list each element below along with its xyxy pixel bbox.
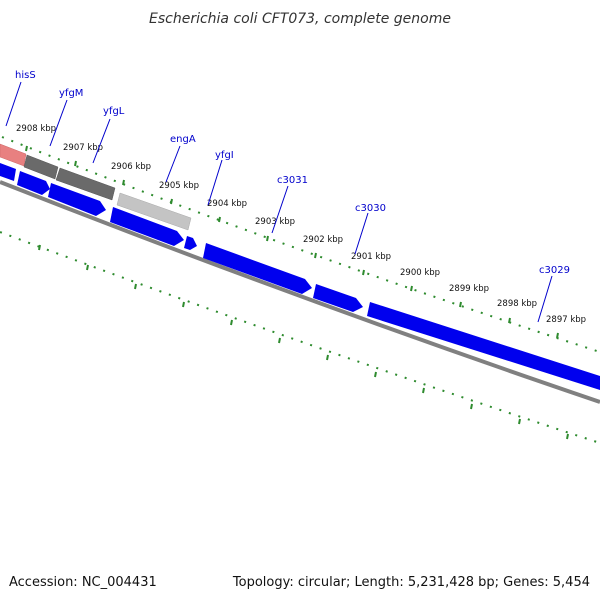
kbp-label: 2901 kbp	[351, 252, 391, 262]
kbp-labels: 2908 kbp 2907 kbp 2906 kbp 2905 kbp 2904…	[16, 124, 586, 325]
gene-arrow[interactable]	[0, 163, 16, 181]
gene-leader-line	[537, 275, 553, 323]
kbp-tick	[74, 160, 77, 167]
kbp-tick	[362, 269, 365, 276]
gene-arrow[interactable]	[184, 236, 197, 250]
kbp-label: 2904 kbp	[207, 199, 247, 209]
kbp-tick	[122, 179, 125, 186]
gene-label-texts: hisS yfgM yfgL engA yfgI c3031 c3030 c30…	[15, 70, 570, 276]
gene-labels	[5, 81, 553, 323]
kbp-tick	[556, 332, 559, 339]
kbp-tick	[25, 145, 28, 152]
rna-feature[interactable]	[0, 143, 27, 167]
gene-label-yfgL[interactable]: yfgL	[103, 106, 125, 117]
gene-label-yfgI[interactable]: yfgI	[215, 150, 234, 161]
gene-label-hisS[interactable]: hisS	[15, 70, 36, 81]
gene-leader-line	[5, 81, 22, 127]
gene-leader-line	[92, 118, 111, 164]
gene-leader-line	[165, 145, 181, 183]
kbp-label: 2897 kbp	[546, 315, 586, 325]
gene-leader-line	[207, 159, 223, 206]
gene-arrow[interactable]	[367, 302, 600, 390]
genome-backbone	[0, 180, 600, 404]
gene-arrow[interactable]	[313, 284, 363, 312]
kbp-label: 2908 kbp	[16, 124, 56, 134]
kbp-label: 2907 kbp	[63, 143, 103, 153]
gene-label-engA[interactable]: engA	[170, 134, 196, 145]
gray-feature[interactable]	[23, 154, 59, 180]
kbp-tick	[459, 301, 462, 308]
kbp-label: 2902 kbp	[303, 235, 343, 245]
gene-arrow[interactable]	[203, 243, 312, 294]
gene-leader-line	[271, 185, 289, 234]
gene-label-yfgM[interactable]: yfgM	[59, 88, 83, 99]
kbp-tick	[218, 216, 221, 223]
gene-arrow[interactable]	[48, 183, 106, 216]
gray-feature[interactable]	[55, 167, 116, 201]
kbp-tick	[410, 285, 413, 292]
gene-arrow[interactable]	[110, 207, 184, 246]
light-gray-feature[interactable]	[116, 192, 192, 231]
gene-arrow[interactable]	[17, 171, 50, 195]
kbp-ticks	[25, 145, 559, 339]
kbp-label: 2905 kbp	[159, 181, 199, 191]
kbp-label: 2906 kbp	[111, 162, 151, 172]
gene-label-c3031[interactable]: c3031	[277, 175, 308, 186]
genome-summary-text: Topology: circular; Length: 5,231,428 bp…	[232, 575, 590, 590]
gene-label-c3030[interactable]: c3030	[355, 203, 386, 214]
accession-text: Accession: NC_004431	[9, 575, 157, 590]
lower-gene-track	[0, 163, 600, 390]
gene-label-c3029[interactable]: c3029	[539, 265, 570, 276]
kbp-tick	[314, 252, 317, 259]
kbp-tick	[170, 198, 173, 205]
outer-tick-ring	[1, 136, 600, 353]
kbp-tick	[508, 317, 511, 324]
kbp-label: 2898 kbp	[497, 299, 537, 309]
inner-tick-ring	[0, 231, 600, 444]
kbp-label: 2900 kbp	[400, 268, 440, 278]
gene-leader-line	[49, 99, 68, 147]
kbp-label: 2899 kbp	[449, 284, 489, 294]
kbp-tick	[266, 235, 269, 242]
inner-kbp-ticks	[38, 244, 569, 440]
gene-leader-line	[354, 212, 369, 255]
kbp-label: 2903 kbp	[255, 217, 295, 227]
upper-feature-track	[0, 143, 192, 231]
map-title: Escherichia coli CFT073, complete genome	[149, 11, 451, 27]
